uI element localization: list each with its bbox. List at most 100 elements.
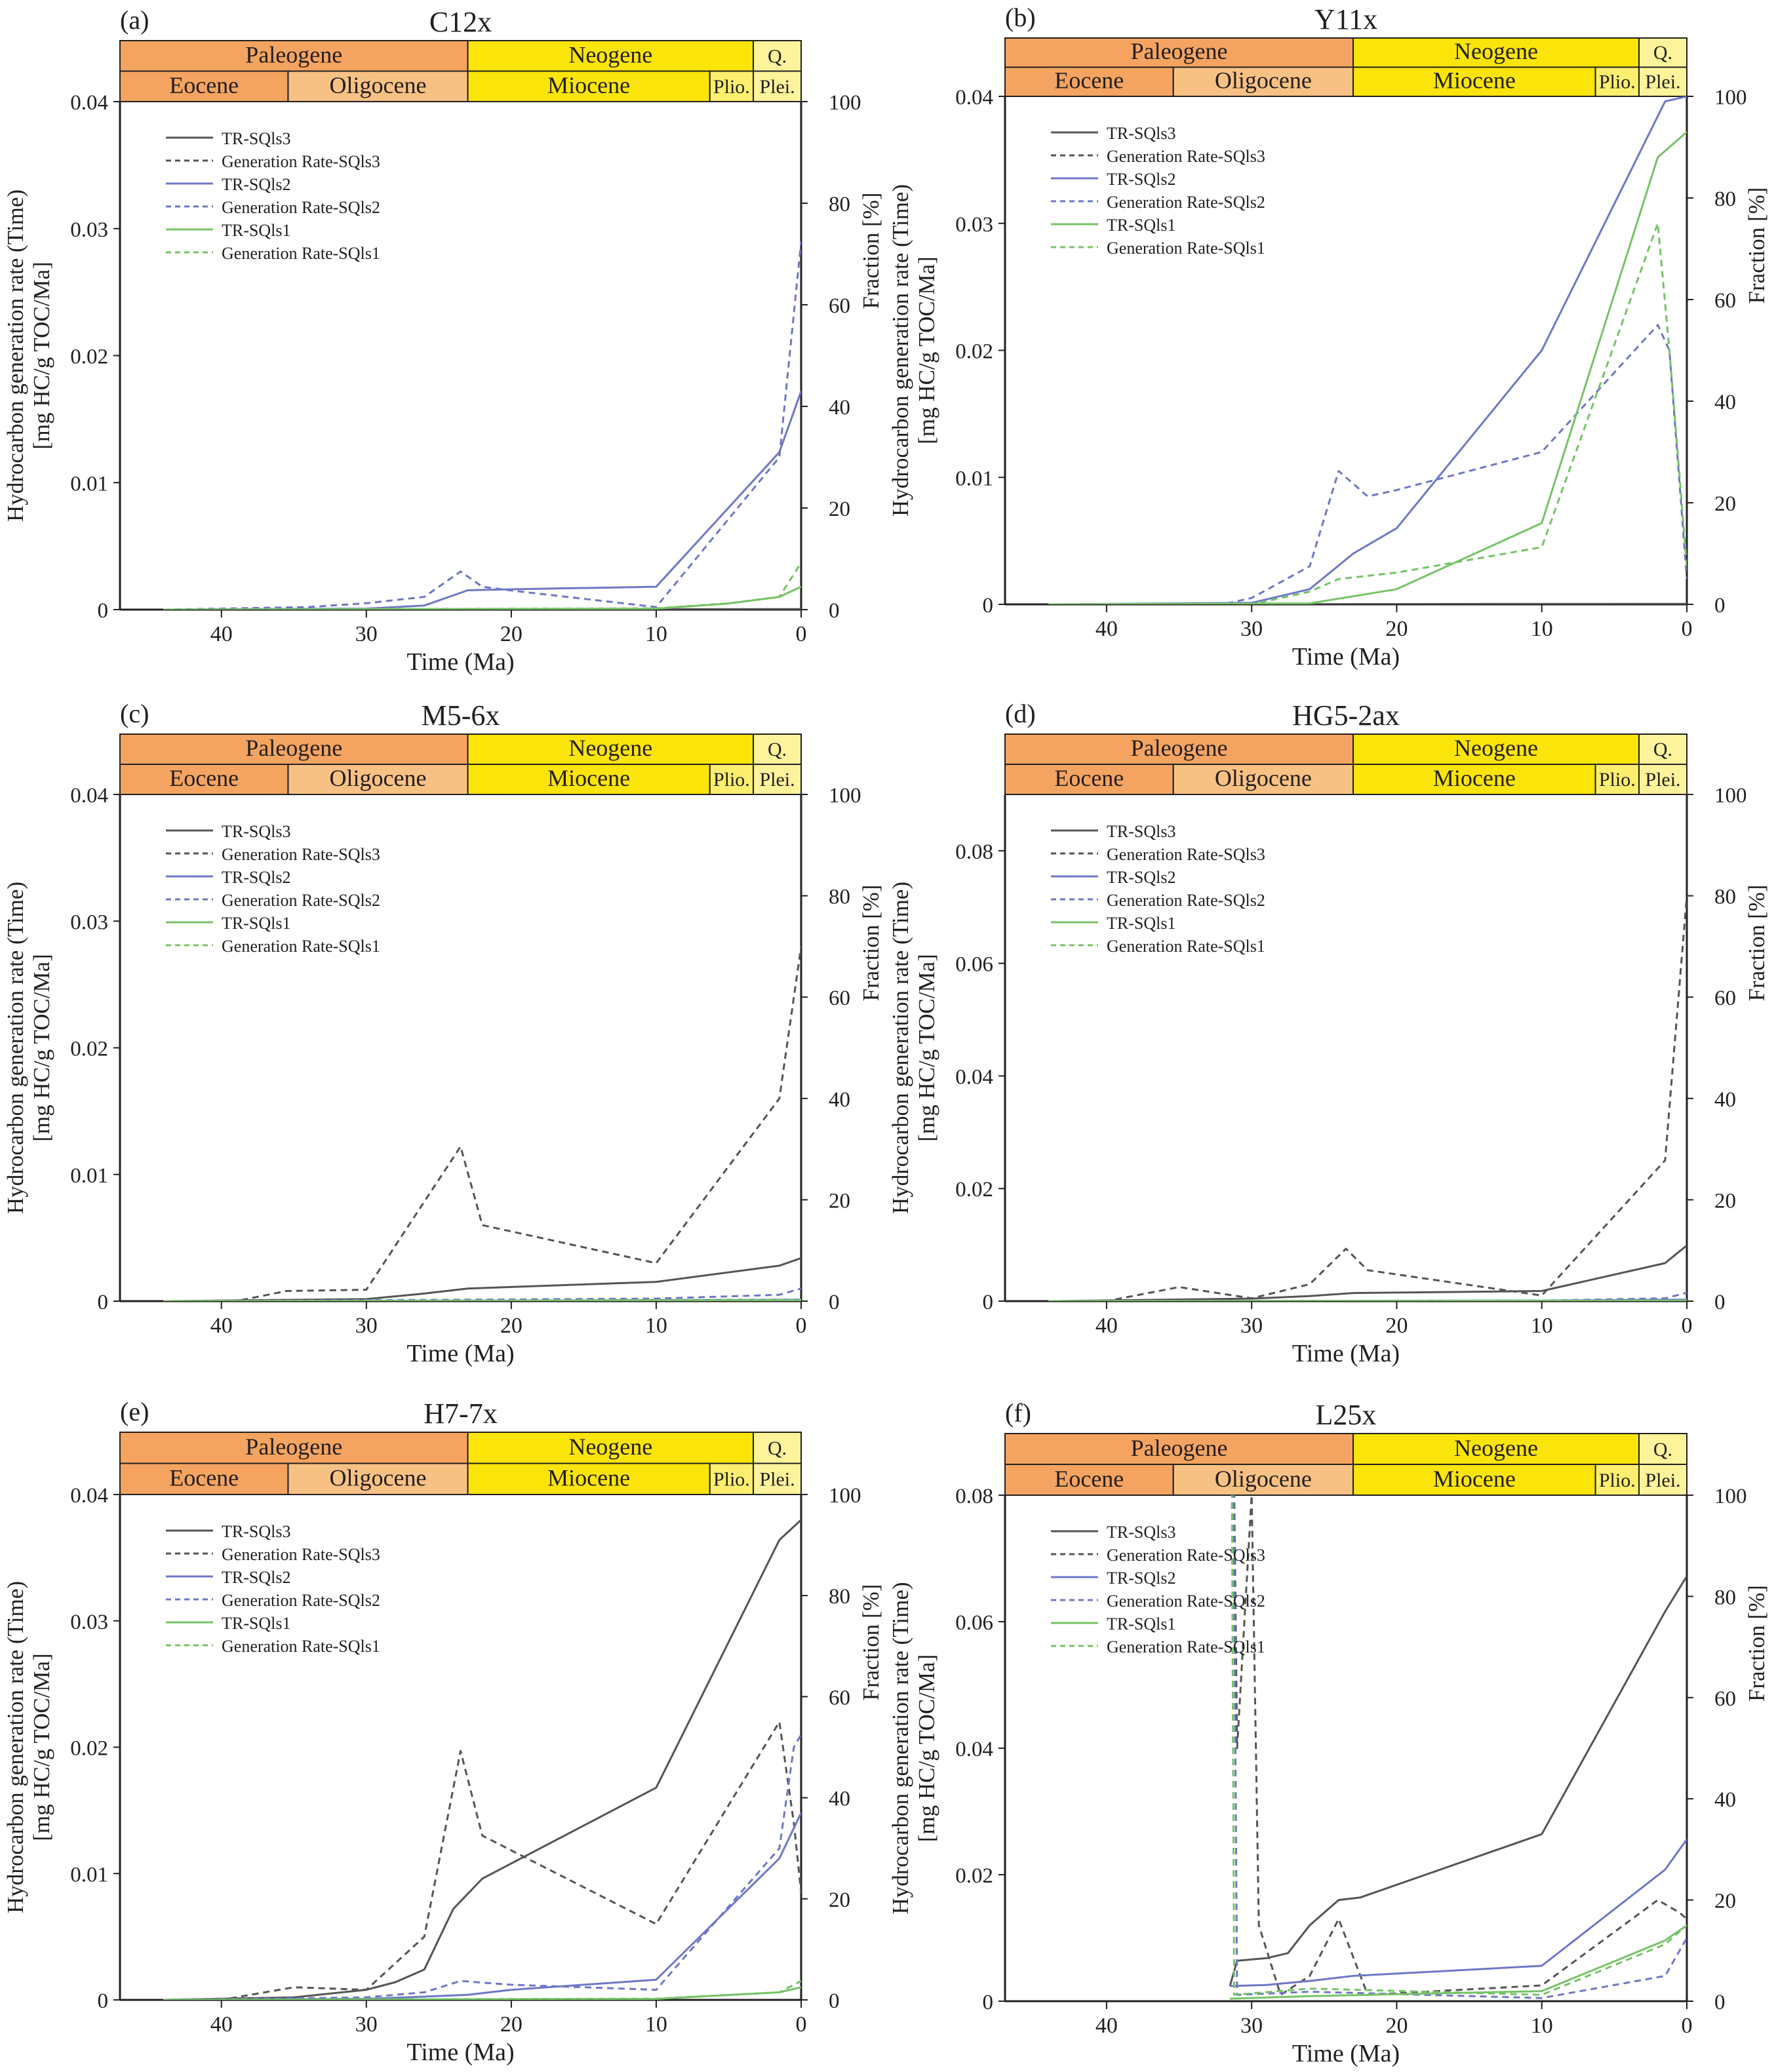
x-tick-label: 40 — [210, 1314, 233, 1338]
y-tick-label-right: 40 — [1714, 1788, 1736, 1812]
y-tick-label-right: 80 — [1714, 1586, 1736, 1609]
strat-epoch-label: Plio. — [713, 1469, 750, 1491]
legend-label: TR-SQls1 — [1107, 216, 1175, 235]
y-tick-label-right: 0 — [829, 1291, 840, 1314]
panel-letter: (f) — [1005, 1398, 1031, 1428]
y-tick-label-left: 0.04 — [70, 784, 108, 808]
panel-letter: (c) — [120, 699, 149, 728]
strat-epoch-label: Eocene — [169, 765, 239, 791]
strat-epoch-label: Plio. — [1599, 71, 1636, 93]
legend-label: Generation Rate-SQls3 — [222, 152, 380, 171]
legend-label: TR-SQls2 — [222, 175, 290, 194]
y-tick-label-left: 0 — [983, 594, 994, 617]
y-tick-label-left: 0.01 — [70, 1164, 108, 1188]
y-tick-label-left: 0.01 — [70, 472, 108, 496]
y-tick-label-left: 0.02 — [70, 345, 108, 369]
y-tick-label-right: 0 — [1714, 594, 1726, 617]
series-group — [163, 241, 801, 610]
strat-period-cell — [119, 733, 469, 765]
series-generation-rate-sqls3 — [1233, 1495, 1687, 1996]
legend-label: TR-SQls1 — [222, 914, 290, 933]
y-tick-label-left: 0.03 — [955, 213, 993, 237]
strat-epoch-label: Plio. — [713, 76, 750, 98]
legend-label: TR-SQls3 — [222, 129, 290, 148]
legend-label: Generation Rate-SQls3 — [1107, 1546, 1265, 1565]
legend-label: Generation Rate-SQls1 — [222, 1637, 380, 1656]
strat-epoch-label: Miocene — [547, 1465, 630, 1491]
series-generation-rate-sqls1 — [1231, 1495, 1687, 1996]
strat-epoch-label: Plei. — [759, 1469, 795, 1491]
x-tick-label: 40 — [210, 622, 233, 646]
x-tick-label: 0 — [1682, 1314, 1693, 1338]
strat-epoch-cell — [709, 1462, 755, 1495]
panel-letter: (d) — [1005, 699, 1036, 728]
strat-epoch-cell — [1638, 1464, 1688, 1496]
strat-epoch-label: Miocene — [1433, 765, 1516, 791]
strat-epoch-label: Plei. — [1645, 71, 1680, 93]
strat-epoch-cell — [287, 764, 469, 795]
x-axis-label: Time (Ma) — [406, 2039, 514, 2066]
chart-panel-4: (d) HG5-2ax Paleogene Neogene Q. Eocene Oligoc… — [888, 699, 1769, 1367]
strat-period-cell — [119, 40, 469, 72]
chart-title: Y11x — [1314, 3, 1377, 35]
strat-epoch-label: Oligocene — [330, 765, 427, 791]
legend-label: TR-SQls3 — [1107, 1523, 1175, 1542]
legend-label: Generation Rate-SQls2 — [1107, 193, 1265, 212]
strat-epoch-cell — [119, 1462, 289, 1495]
y-tick-label-right: 20 — [829, 1888, 850, 1912]
strat-period-cell — [467, 1432, 755, 1464]
legend-label: Generation Rate-SQls1 — [222, 937, 380, 956]
y-tick-label-right: 80 — [829, 193, 850, 216]
series-tr-sqls2 — [1048, 96, 1687, 604]
legend-label: Generation Rate-SQls2 — [1107, 1592, 1265, 1611]
chart-panel-6: (f) L25x Paleogene Neogene Q. Eocene Oligocene… — [888, 1398, 1769, 2067]
series-generation-rate-sqls2 — [163, 241, 801, 610]
x-axis-label: Time (Ma) — [1292, 1340, 1400, 1367]
strat-epoch-label: Miocene — [1433, 68, 1516, 94]
x-tick-label: 0 — [796, 1314, 807, 1338]
strat-period-label: Paleogene — [245, 735, 342, 761]
strat-period-label: Neogene — [568, 1434, 652, 1460]
strat-epoch-label: Plio. — [1599, 769, 1636, 791]
legend-label: TR-SQls2 — [1107, 170, 1175, 189]
y-tick-label-right: 20 — [1714, 492, 1736, 516]
x-tick-label: 30 — [1240, 1314, 1263, 1338]
series-group — [163, 1519, 801, 2000]
series-tr-sqls3 — [163, 1519, 801, 2000]
y-tick-label-right: 60 — [1714, 289, 1736, 313]
y-tick-label-left: 0.02 — [955, 340, 993, 364]
chart-panel-1: (a) C12x Paleogene Neogene Q. Eocene Oligocene… — [3, 5, 884, 676]
strat-epoch-cell — [1594, 66, 1640, 97]
y-tick-label-left: 0.02 — [955, 1864, 993, 1888]
strat-epoch-cell — [287, 1462, 469, 1495]
strat-epoch-label: Plio. — [1599, 1470, 1636, 1491]
y2-axis-label: Fraction [%] — [1744, 187, 1769, 304]
strat-period-label: Paleogene — [245, 41, 342, 68]
y-tick-label-left: 0.02 — [70, 1038, 108, 1061]
panel-letter: (a) — [120, 5, 149, 35]
x-tick-label: 10 — [645, 622, 667, 646]
y-tick-label-right: 0 — [829, 1989, 840, 2013]
y2-axis-label: Fraction [%] — [1744, 1585, 1769, 1702]
x-tick-label: 0 — [1682, 617, 1693, 641]
y-tick-label-left: 0.02 — [70, 1737, 108, 1761]
y-tick-label-left: 0.06 — [955, 1611, 993, 1635]
legend-label: TR-SQls2 — [222, 868, 290, 887]
strat-epoch-label: Miocene — [547, 765, 630, 791]
strat-epoch-cell — [1594, 764, 1640, 795]
strat-epoch-cell — [1638, 66, 1688, 97]
legend-label: TR-SQls2 — [1107, 1569, 1175, 1588]
x-tick-label: 10 — [1531, 617, 1553, 641]
y-tick-label-left: 0.04 — [70, 1484, 108, 1508]
y-tick-label-right: 40 — [829, 1788, 850, 1811]
strat-period-cell — [1352, 37, 1640, 68]
y-tick-label-left: 0 — [983, 1991, 994, 2014]
series-tr-sqls2 — [163, 391, 801, 610]
strat-period-cell — [1638, 37, 1688, 68]
x-tick-label: 20 — [1385, 617, 1408, 641]
series-tr-sqls1 — [1229, 1924, 1687, 2000]
strat-epoch-cell — [1352, 764, 1596, 795]
x-tick-label: 0 — [796, 2012, 807, 2037]
strat-period-label: Q. — [768, 739, 787, 760]
